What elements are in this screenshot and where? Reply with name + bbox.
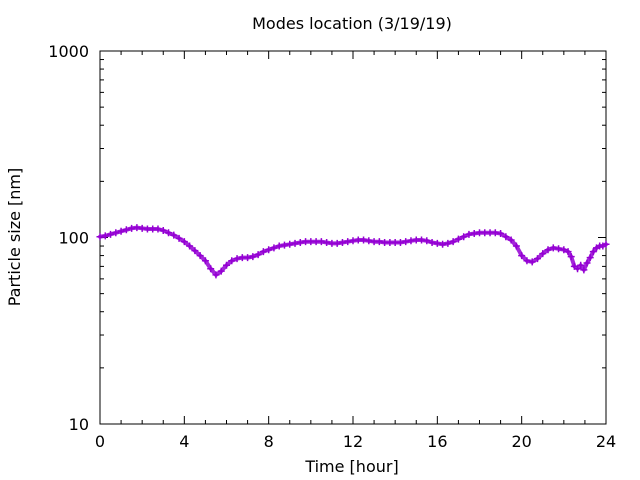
data-point — [275, 242, 283, 250]
data-point — [191, 247, 199, 255]
data-point — [577, 261, 585, 269]
data-point — [423, 237, 431, 245]
data-point — [228, 257, 236, 265]
data-point — [317, 238, 325, 246]
data-point — [265, 246, 273, 254]
data-point — [497, 230, 505, 238]
data-point — [249, 253, 257, 261]
data-point — [602, 240, 610, 248]
data-point — [333, 239, 341, 247]
data-point — [207, 265, 215, 273]
data-point — [196, 252, 204, 260]
data-point — [175, 234, 183, 242]
data-point — [555, 245, 563, 253]
data-point — [433, 239, 441, 247]
data-point — [454, 235, 462, 243]
data-point — [428, 239, 436, 247]
data-point — [539, 250, 547, 258]
data-point — [589, 248, 597, 256]
data-point — [533, 255, 541, 263]
data-point — [270, 244, 278, 252]
y-tick-label: 1000 — [48, 42, 89, 61]
data-point — [159, 227, 167, 235]
data-point — [117, 227, 125, 235]
data-point — [344, 238, 352, 246]
x-tick-label: 12 — [343, 432, 363, 451]
data-point — [154, 225, 162, 233]
data-point — [560, 246, 568, 254]
data-point — [101, 232, 109, 240]
chart-title: Modes location (3/19/19) — [252, 14, 452, 33]
data-point — [96, 233, 104, 241]
data-point — [112, 229, 120, 237]
data-point — [375, 238, 383, 246]
data-point — [465, 230, 473, 238]
plot-area: 0 4 8 12 16 20 24 10 100 1000 — [48, 42, 616, 451]
data-point — [212, 271, 220, 279]
y-tick-label: 100 — [58, 229, 89, 248]
data-point — [365, 237, 373, 245]
data-point — [349, 237, 357, 245]
x-tick-label: 8 — [264, 432, 274, 451]
data-point — [418, 236, 426, 244]
data-point — [402, 238, 410, 246]
data-point — [449, 238, 457, 246]
data-point — [396, 239, 404, 247]
data-point — [580, 266, 588, 274]
x-tick-label: 24 — [596, 432, 616, 451]
data-point — [291, 239, 299, 247]
data-point — [407, 237, 415, 245]
data-point — [549, 244, 557, 252]
data-point — [323, 239, 331, 247]
data-point — [296, 239, 304, 247]
data-point — [491, 229, 499, 237]
data-point — [165, 229, 173, 237]
data-point — [574, 265, 582, 273]
data-point — [439, 240, 447, 248]
data-point — [512, 242, 520, 250]
data-point — [518, 252, 526, 260]
data-point — [107, 230, 115, 238]
x-tick-label: 0 — [95, 432, 105, 451]
data-point — [507, 236, 515, 244]
data-point — [470, 230, 478, 238]
data-point — [201, 257, 209, 265]
data-point — [544, 246, 552, 254]
data-point — [122, 226, 130, 234]
x-tick-label: 20 — [511, 432, 531, 451]
x-axis-label: Time [hour] — [304, 457, 398, 476]
data-point — [186, 242, 194, 250]
data-point — [286, 240, 294, 248]
data-point — [583, 259, 591, 267]
data-point — [170, 231, 178, 239]
data-point — [180, 238, 188, 246]
data-point — [502, 233, 510, 241]
y-tick-label: 10 — [69, 415, 89, 434]
data-point — [254, 251, 262, 259]
data-point — [586, 254, 594, 262]
data-point — [223, 261, 230, 269]
y-axis-label: Particle size [nm] — [5, 168, 24, 307]
data-point — [259, 248, 267, 256]
data-point — [460, 233, 468, 241]
data-point — [360, 236, 368, 244]
data-point — [233, 255, 241, 263]
data-point — [523, 257, 531, 265]
data-point — [338, 239, 346, 247]
data-point — [280, 241, 288, 249]
x-tick-label: 16 — [427, 432, 447, 451]
data-point — [244, 254, 252, 262]
x-tick-label: 4 — [179, 432, 189, 451]
data-point — [528, 258, 536, 266]
data-point — [564, 248, 572, 256]
data-point — [567, 253, 575, 261]
data-point — [217, 267, 225, 275]
data-point — [444, 239, 452, 247]
